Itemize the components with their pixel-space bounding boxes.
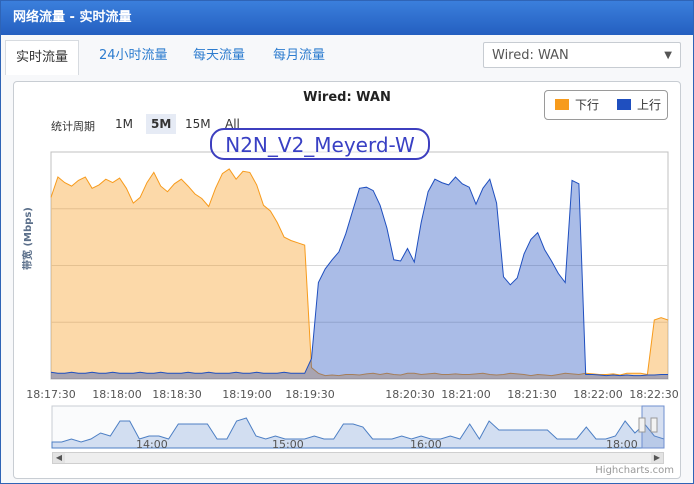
interface-select-value: Wired: WAN (492, 48, 569, 63)
download-series-area (51, 169, 668, 379)
range-button-15m[interactable]: 15M (185, 117, 211, 131)
tab-realtime[interactable]: 实时流量 (5, 40, 80, 75)
navigator-tick: 14:00 (136, 438, 168, 451)
scroll-right-icon[interactable]: ▶ (651, 453, 663, 463)
tab-daily[interactable]: 每天流量 (193, 48, 246, 63)
navigator-handle-left (638, 417, 646, 433)
chevron-down-icon: ▼ (664, 50, 672, 61)
navigator-handle-right (650, 417, 658, 433)
chart-title: Wired: WAN (303, 90, 391, 105)
navigator-tick: 15:00 (272, 438, 304, 451)
watermark-label: N2N_V2_Meyerd-W (210, 128, 430, 160)
chart-legend: 下行 上行 (544, 90, 668, 120)
upload-series-line (50, 176, 668, 377)
x-tick: 18:22:00 (573, 388, 623, 401)
navigator-series (51, 417, 665, 449)
interface-select[interactable]: Wired: WAN ▼ (483, 42, 681, 68)
legend-item-upload[interactable]: 上行 (637, 98, 662, 112)
traffic-chart (50, 151, 669, 380)
panel-title: 网络流量 - 实时流量 (1, 1, 693, 35)
tab-24h[interactable]: 24小时流量 (99, 48, 168, 63)
x-tick: 18:18:00 (92, 388, 142, 401)
legend-swatch-download (555, 99, 569, 110)
legend-item-download[interactable]: 下行 (575, 98, 600, 112)
x-tick: 18:19:30 (285, 388, 335, 401)
navigator-chart[interactable] (14, 404, 681, 464)
x-tick: 18:18:30 (152, 388, 202, 401)
download-series-line (50, 168, 669, 377)
navigator-tick: 16:00 (410, 438, 442, 451)
navigator-tick: 18:00 (606, 438, 638, 451)
x-tick: 18:19:00 (222, 388, 272, 401)
upload-series-area (51, 177, 668, 379)
x-tick: 18:20:30 (385, 388, 435, 401)
x-tick: 18:17:30 (26, 388, 76, 401)
navigator-scrollbar[interactable]: ◀ ▶ (52, 452, 664, 464)
chart-card: Wired: WAN 下行 上行 统计周期 1M 5M 15M All 带宽 (… (13, 81, 681, 479)
legend-swatch-upload (617, 99, 631, 110)
range-selector-label: 统计周期 (51, 120, 95, 133)
range-button-5m[interactable]: 5M (146, 114, 177, 134)
range-button-1m[interactable]: 1M (115, 117, 133, 131)
tab-monthly[interactable]: 每月流量 (273, 48, 326, 63)
scroll-left-icon[interactable]: ◀ (53, 453, 65, 463)
chart-credit[interactable]: Highcharts.com (595, 465, 674, 476)
range-button-all[interactable]: All (225, 117, 240, 131)
x-tick: 18:21:30 (507, 388, 557, 401)
x-tick: 18:21:00 (441, 388, 491, 401)
x-tick: 18:22:30 (629, 388, 679, 401)
